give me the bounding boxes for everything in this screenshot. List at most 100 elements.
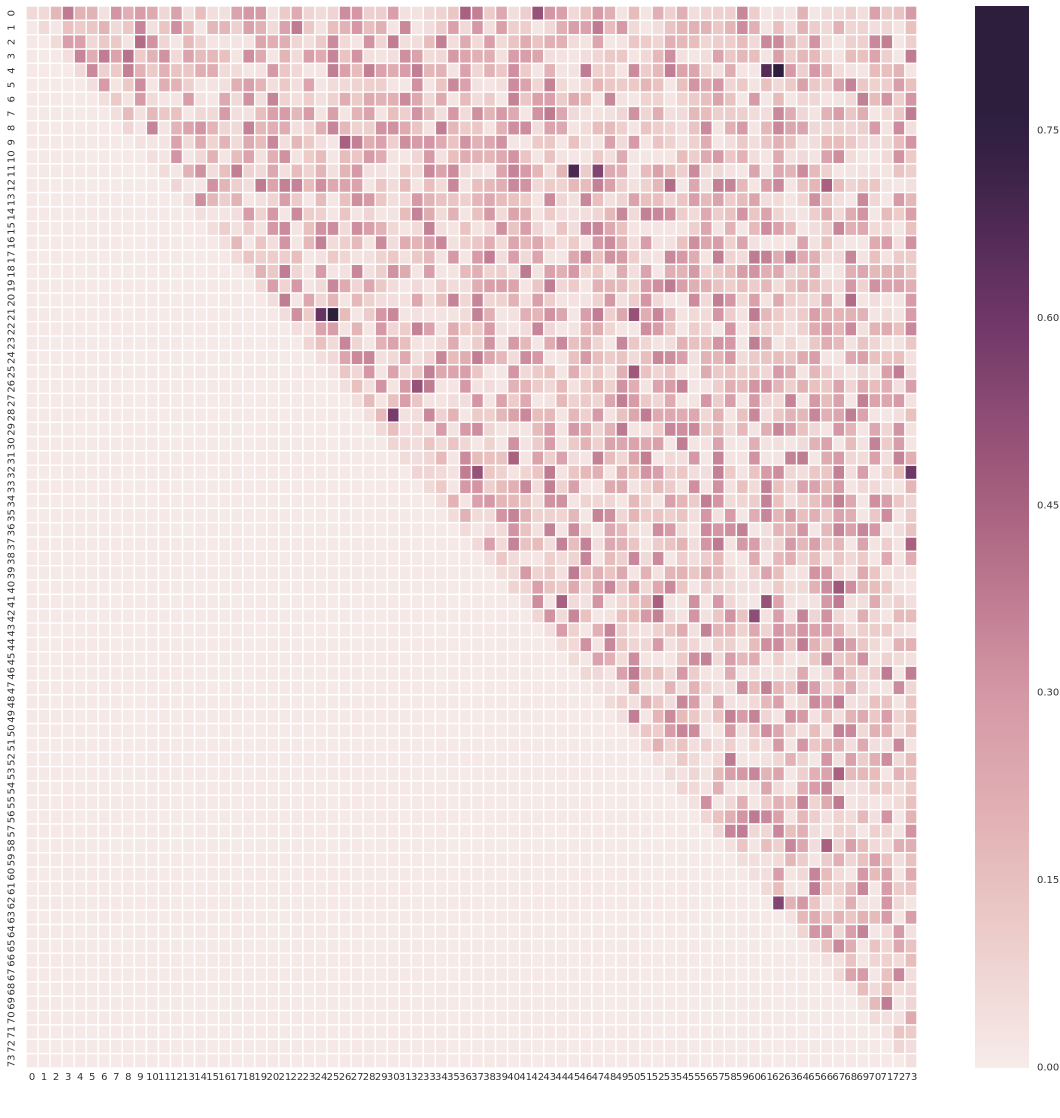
heatmap-cell bbox=[97, 765, 111, 782]
heatmap-cell bbox=[350, 464, 364, 481]
heatmap-cell bbox=[97, 708, 111, 725]
heatmap-cell bbox=[687, 464, 701, 481]
heatmap-cell bbox=[807, 91, 822, 108]
heatmap-cell bbox=[675, 794, 689, 811]
heatmap-cell bbox=[254, 794, 268, 811]
heatmap-cell bbox=[518, 493, 533, 510]
heatmap-cell bbox=[302, 435, 316, 452]
heatmap-cell bbox=[193, 722, 208, 739]
heatmap-cell bbox=[856, 521, 870, 538]
heatmap-cell bbox=[735, 321, 750, 337]
heatmap-cell bbox=[61, 923, 75, 940]
heatmap-cell bbox=[856, 321, 870, 337]
heatmap-cell bbox=[627, 622, 641, 639]
heatmap-cell bbox=[350, 808, 364, 825]
heatmap-cell bbox=[458, 478, 473, 495]
heatmap-cell bbox=[25, 665, 39, 682]
heatmap-cell bbox=[217, 450, 232, 466]
heatmap-cell bbox=[25, 651, 39, 667]
heatmap-cell bbox=[49, 220, 63, 237]
heatmap-cell bbox=[699, 148, 714, 165]
heatmap-cell bbox=[591, 62, 605, 79]
heatmap-cell bbox=[470, 708, 485, 725]
heatmap-cell bbox=[771, 464, 786, 481]
heatmap-cell bbox=[880, 608, 894, 624]
heatmap-cell bbox=[109, 206, 124, 222]
heatmap-cell bbox=[711, 364, 726, 380]
heatmap-cell bbox=[25, 622, 39, 639]
heatmap-cell bbox=[494, 163, 509, 179]
heatmap-cell bbox=[181, 507, 196, 524]
heatmap-cell bbox=[193, 665, 208, 682]
heatmap-cell bbox=[242, 292, 256, 309]
heatmap-cell bbox=[326, 335, 340, 352]
heatmap-cell bbox=[193, 421, 208, 438]
heatmap-cell bbox=[458, 708, 473, 725]
heatmap-cell bbox=[109, 450, 124, 466]
heatmap-cell bbox=[350, 895, 364, 911]
heatmap-cell bbox=[217, 148, 232, 165]
heatmap-cell bbox=[446, 120, 461, 136]
heatmap-cell bbox=[254, 478, 268, 495]
heatmap-cell bbox=[362, 895, 376, 911]
heatmap-cell bbox=[205, 392, 220, 409]
heatmap-cell bbox=[278, 206, 292, 222]
heatmap-cell bbox=[482, 263, 497, 280]
heatmap-cell bbox=[494, 751, 509, 768]
heatmap-cell bbox=[326, 808, 340, 825]
heatmap-cell bbox=[193, 34, 208, 50]
heatmap-cell bbox=[181, 565, 196, 581]
heatmap-cell bbox=[844, 77, 858, 93]
heatmap-cell bbox=[169, 909, 184, 926]
heatmap-cell bbox=[603, 794, 617, 811]
heatmap-cell bbox=[266, 737, 280, 753]
heatmap-cell bbox=[494, 823, 509, 840]
heatmap-cell bbox=[795, 880, 810, 897]
heatmap-cell bbox=[603, 579, 617, 596]
heatmap-cell bbox=[326, 120, 340, 136]
heatmap-cell bbox=[494, 579, 509, 596]
heatmap-cell bbox=[771, 450, 786, 466]
heatmap-cell bbox=[326, 966, 340, 983]
heatmap-cell bbox=[49, 321, 63, 337]
heatmap-cell bbox=[555, 34, 569, 50]
heatmap-cell bbox=[181, 895, 196, 911]
heatmap-cell bbox=[121, 852, 136, 868]
heatmap-cell bbox=[506, 234, 521, 251]
heatmap-cell bbox=[844, 679, 858, 696]
heatmap-cell bbox=[85, 521, 99, 538]
heatmap-cell bbox=[807, 765, 822, 782]
heatmap-cell bbox=[302, 249, 316, 266]
heatmap-cell bbox=[386, 579, 400, 596]
heatmap-cell bbox=[446, 593, 461, 610]
heatmap-cell bbox=[783, 349, 798, 366]
heatmap-cell bbox=[362, 550, 376, 567]
heatmap-cell bbox=[290, 34, 304, 50]
heatmap-cell bbox=[567, 392, 581, 409]
heatmap-cell bbox=[145, 794, 160, 811]
heatmap-cell bbox=[518, 321, 533, 337]
heatmap-cell bbox=[892, 866, 906, 883]
heatmap-cell bbox=[37, 794, 51, 811]
heatmap-cell bbox=[687, 565, 701, 581]
heatmap-cell bbox=[145, 335, 160, 352]
heatmap-cell bbox=[892, 880, 906, 897]
heatmap-cell bbox=[747, 277, 762, 294]
heatmap-cell bbox=[627, 120, 641, 136]
heatmap-cell bbox=[518, 794, 533, 811]
heatmap-cell bbox=[205, 938, 220, 954]
heatmap-cell bbox=[290, 852, 304, 868]
heatmap-cell bbox=[37, 34, 51, 50]
heatmap-cell bbox=[73, 364, 87, 380]
heatmap-cell bbox=[398, 349, 413, 366]
heatmap-cell bbox=[675, 622, 689, 639]
heatmap-cell bbox=[795, 536, 810, 553]
heatmap-cell bbox=[783, 292, 798, 309]
heatmap-cell bbox=[531, 866, 545, 883]
heatmap-cell bbox=[350, 407, 364, 423]
heatmap-cell bbox=[844, 163, 858, 179]
heatmap-cell bbox=[49, 708, 63, 725]
heatmap-cell bbox=[386, 880, 400, 897]
heatmap-cell bbox=[422, 952, 437, 969]
heatmap-cell bbox=[386, 206, 400, 222]
